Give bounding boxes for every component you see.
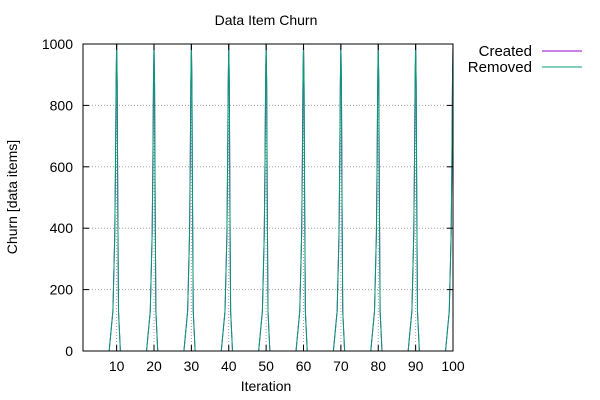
y-tick-label-3: 600 (50, 159, 74, 175)
x-tick-label-6: 70 (333, 358, 349, 374)
plot-border (82, 43, 454, 352)
y-tick-label-0: 0 (65, 343, 73, 359)
legend-label-created: Created (479, 43, 532, 60)
x-tick-label-1: 20 (146, 358, 162, 374)
y-tick-label-4: 800 (50, 97, 74, 113)
x-tick-label-5: 60 (296, 358, 312, 374)
series-line-removed (83, 43, 454, 352)
y-tick-label-1: 200 (50, 282, 74, 298)
chart-title: Data Item Churn (215, 12, 318, 28)
y-axis-label: Churn [data items] (4, 140, 20, 254)
y-tick-label-5: 1000 (42, 36, 73, 52)
x-axis-label: Iteration (241, 378, 292, 394)
x-tick-label-3: 40 (221, 358, 237, 374)
x-tick-label-7: 80 (370, 358, 386, 374)
x-tick-label-8: 90 (408, 358, 424, 374)
x-tick-label-0: 10 (109, 358, 125, 374)
x-tick-label-2: 30 (184, 358, 200, 374)
series-layer (83, 43, 454, 352)
x-tick-label-4: 50 (258, 358, 274, 374)
legend-label-removed: Removed (468, 59, 532, 76)
x-tick-label-9: 100 (441, 358, 465, 374)
y-tick-label-2: 400 (50, 220, 74, 236)
